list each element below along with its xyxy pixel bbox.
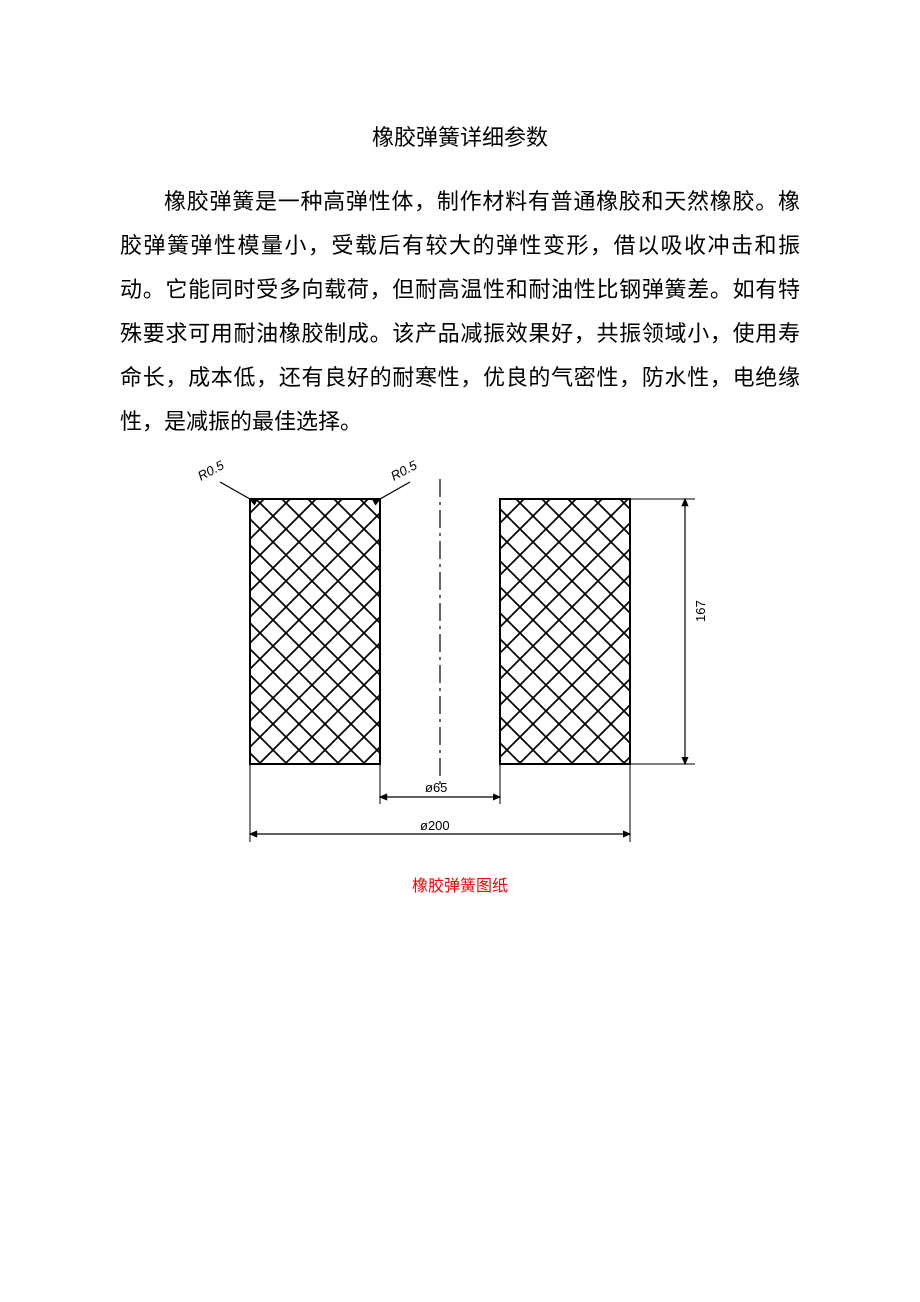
page-title: 橡胶弹簧详细参数 — [120, 120, 800, 152]
height-label: 167 — [693, 600, 708, 622]
outer-dia-label: ø200 — [420, 818, 450, 833]
figure-container: R0.5 R0.5 167 ø65 ø200 橡胶弹簧图纸 — [120, 464, 800, 896]
right-section — [500, 499, 630, 764]
cross-section-diagram — [195, 464, 725, 854]
inner-dia-label: ø65 — [425, 780, 447, 795]
radius-leader-right — [380, 482, 410, 499]
figure-caption: 橡胶弹簧图纸 — [412, 872, 508, 896]
main-paragraph: 橡胶弹簧是一种高弹性体，制作材料有普通橡胶和天然橡胶。橡胶弹簧弹性模量小，受载后… — [120, 180, 800, 444]
radius-leader-left — [220, 482, 250, 499]
left-section — [250, 499, 380, 764]
diagram-figure: R0.5 R0.5 167 ø65 ø200 — [195, 464, 725, 854]
